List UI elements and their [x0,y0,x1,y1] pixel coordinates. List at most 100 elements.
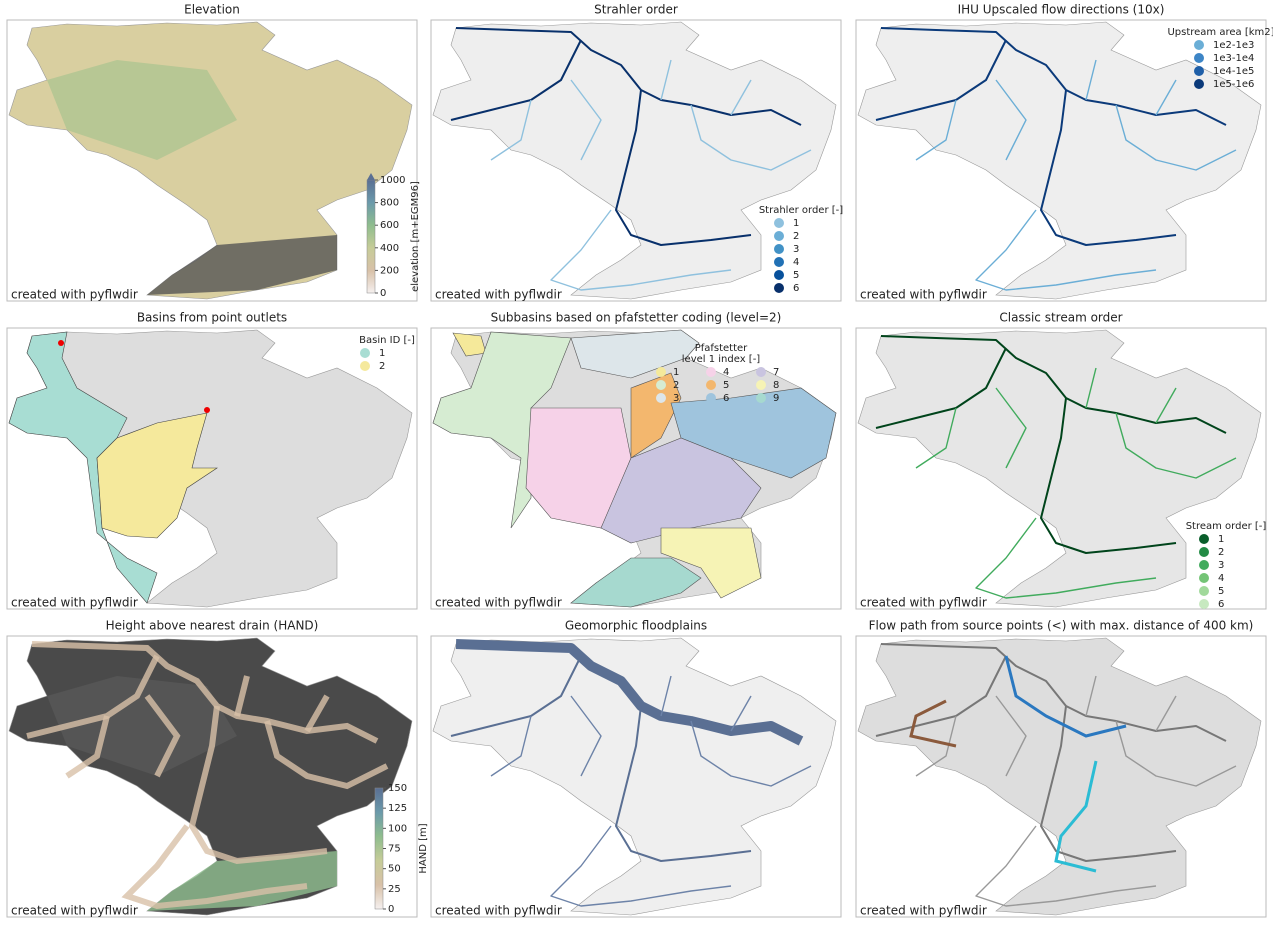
panel: Elevation created with pyflwdir 0 200 400 600… [6,3,421,302]
legend-label: 3 [1218,560,1224,571]
legend-marker [774,283,784,293]
legend-marker [774,218,784,228]
colorbar-label: HAND [m] [418,823,429,873]
stream [1040,397,1177,554]
legend-marker [656,367,666,377]
colorbar-tick-label: 125 [388,803,407,814]
legend-label: 1e4-1e5 [1213,66,1254,77]
credit: created with pyflwdir [860,904,987,918]
legend-marker [1199,534,1209,544]
colorbar-tick-label: 75 [388,844,401,855]
legend-title: Stream order [-] [1186,521,1267,532]
panel-title: Basins from point outlets [137,311,287,325]
credit: created with pyflwdir [860,288,987,302]
legend-label: 1 [793,218,799,229]
legend-title: Upstream area [km2] [1167,27,1273,38]
panel-title: Classic stream order [999,311,1122,325]
land [432,637,837,916]
credit: created with pyflwdir [11,596,138,610]
legend-label: 1 [379,348,385,359]
stream [490,675,752,777]
legend-label: 2 [1218,547,1224,558]
panel: IHU Upscaled flow directions (10x) create… [855,3,1273,302]
colorbar-extend [367,173,375,180]
stream [690,720,812,787]
panel-title: Subbasins based on pfafstetter coding (l… [491,311,782,325]
stream [915,59,1177,161]
legend-marker [1194,40,1204,50]
land [432,21,837,300]
colorbar-tick-label: 600 [380,220,399,231]
legend-marker [1199,599,1209,609]
panel: Flow path from source points (<) with ma… [855,619,1267,918]
legend-label: 9 [773,393,779,404]
legend-marker [774,270,784,280]
legend-marker [360,348,370,358]
legend-title: Pfafstetter [695,343,748,354]
stream [915,675,1177,777]
colorbar-tick-label: 400 [380,243,399,254]
panel-title: Elevation [184,3,240,17]
stream [975,517,1157,599]
subbasin [570,329,700,379]
flow-path [1004,655,1127,738]
outlet [58,340,64,346]
colorbar-tick-label: 0 [380,288,386,299]
legend-marker [774,257,784,267]
legend-title: Strahler order [-] [759,205,843,216]
stream [490,59,752,161]
legend-marker [706,367,716,377]
legend-marker [656,380,666,390]
legend-title: Basin ID [-] [359,335,415,346]
legend-label: 7 [773,367,779,378]
legend-label: 3 [793,244,799,255]
colorbar-tick-label: 200 [380,265,399,276]
legend-label: 1e2-1e3 [1213,40,1254,51]
credit: created with pyflwdir [435,288,562,302]
stream [1115,412,1237,479]
flow-path [909,699,957,748]
legend-marker [1199,586,1209,596]
terrain-patch [47,676,237,776]
colorbar-tick-label: 50 [388,864,401,875]
panel: Height above nearest drain (HAND) created… [6,619,429,918]
legend-label: 8 [773,380,779,391]
subbasin [570,557,702,608]
legend-label: 6 [1218,599,1224,610]
land [857,329,1262,608]
credit: created with pyflwdir [860,596,987,610]
legend-marker [1199,560,1209,570]
legend-marker [774,231,784,241]
panel-title: IHU Upscaled flow directions (10x) [958,3,1165,17]
credit: created with pyflwdir [435,596,562,610]
stream [1040,705,1177,862]
legend-label: 4 [793,257,799,268]
legend-marker [360,361,370,371]
legend-label: 2 [793,231,799,242]
outlet [204,407,210,413]
legend-marker [774,244,784,254]
legend-marker [756,367,766,377]
legend-label: 4 [723,367,729,378]
panel-title: Strahler order [594,3,678,17]
stream [690,104,812,171]
legend-label: 5 [793,270,799,281]
stream [975,825,1157,907]
panel: Geomorphic floodplains created with pyflw… [430,619,842,918]
panel: Strahler order created with pyflwdir Strah… [430,3,843,302]
legend-label: 1e5-1e6 [1213,79,1254,90]
legend-title: level 1 index [-] [682,354,761,365]
legend-label: 6 [723,393,729,404]
colorbar [366,179,376,294]
colorbar-tick-label: 25 [388,884,401,895]
legend-label: 1 [673,367,679,378]
colorbar-tick-label: 800 [380,198,399,209]
stream [1040,89,1177,246]
stream [615,89,752,246]
panel: Basins from point outlets created with py… [6,311,418,610]
legend-label: 5 [723,380,729,391]
panel-title: Height above nearest drain (HAND) [106,619,319,633]
legend-label: 4 [1218,573,1224,584]
stream [550,825,732,907]
